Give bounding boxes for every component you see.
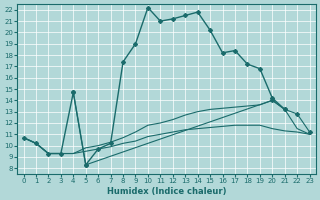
X-axis label: Humidex (Indice chaleur): Humidex (Indice chaleur) <box>107 187 226 196</box>
